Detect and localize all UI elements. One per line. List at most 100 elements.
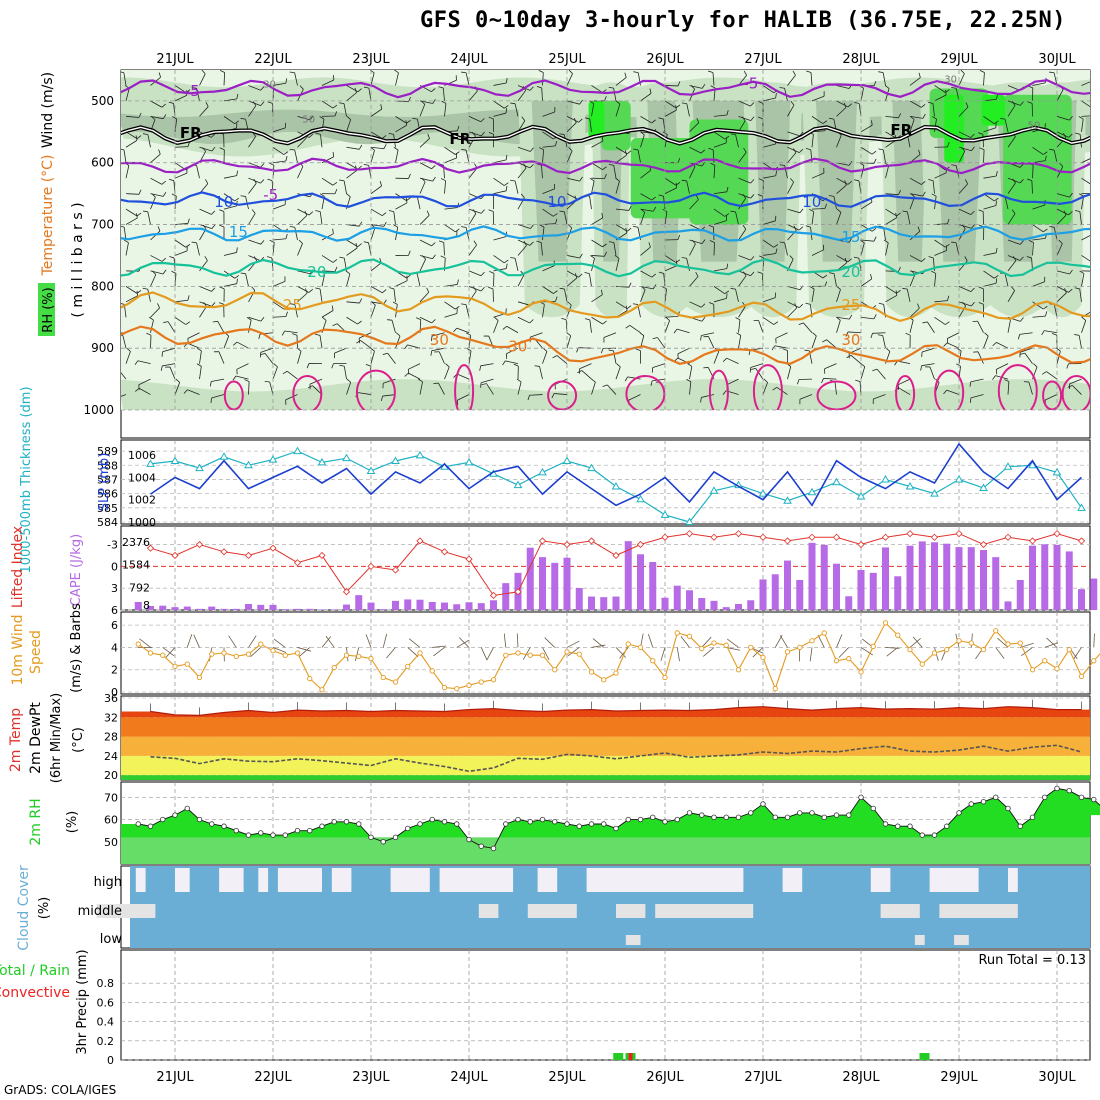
- wind-barb-flag: [112, 334, 113, 339]
- wind-barb-flag: [996, 94, 998, 100]
- wind-barb-flag: [440, 178, 446, 182]
- wind-barb-flag: [211, 210, 216, 215]
- wind-barb-flag: [308, 133, 314, 138]
- wind-barb-flag: [994, 197, 999, 202]
- wind-speed-point: [650, 658, 656, 664]
- wind-barb-flag: [431, 319, 436, 324]
- wind-speed-point: [233, 653, 239, 659]
- wind-barb-flag: [898, 266, 901, 272]
- wind-barb: [517, 274, 525, 287]
- wind-barb-flag: [380, 104, 383, 110]
- wind-barb: [591, 180, 595, 194]
- wind-barb: [272, 301, 285, 310]
- rh2m-point: [686, 810, 693, 816]
- thickness-point: [881, 474, 890, 483]
- wind-barb: [762, 97, 776, 102]
- wind-barb-flag: [168, 178, 174, 182]
- wind-barb-flag: [1041, 330, 1045, 336]
- wind-barb-flag: [505, 263, 508, 269]
- wind-barb: [909, 77, 921, 86]
- wind-barb-flag: [616, 363, 621, 368]
- wind-barb: [640, 169, 652, 179]
- cloud-clear-middle: [527, 904, 577, 918]
- cape-bar: [1065, 551, 1073, 610]
- y-tick-label: 588: [97, 459, 118, 472]
- wind-barb: [517, 167, 527, 179]
- wind-speed-point: [380, 674, 386, 681]
- wind-barb-flag: [591, 378, 596, 383]
- wind-barb: [983, 175, 997, 179]
- wind-barb-flag: [573, 117, 577, 123]
- thickness-point: [195, 463, 204, 472]
- wind-barb-flag: [895, 290, 898, 296]
- lifted-index-point: [979, 540, 988, 549]
- y-tick-label: 1002: [128, 494, 156, 507]
- wind-barb: [615, 77, 627, 86]
- rh2m-point: [748, 810, 754, 816]
- wind-barb: [199, 146, 213, 152]
- wind-barb-flag: [902, 210, 908, 213]
- wind-barb-flag: [798, 303, 804, 308]
- wind-speed-point: [576, 651, 582, 657]
- wind-barb-flag: [790, 100, 795, 106]
- cloud-clear-middle: [939, 904, 1018, 918]
- wind-barb: [395, 280, 408, 287]
- wind-barb-flag: [309, 115, 314, 121]
- wind-barb-flag: [431, 242, 436, 247]
- wind-barb: [996, 342, 1009, 349]
- wind-barb-flag: [162, 114, 167, 119]
- wind-barb-flag: [1051, 333, 1057, 336]
- wind-barb-flag: [211, 146, 216, 152]
- cape-bar: [563, 557, 571, 610]
- y-tick-label: 586: [97, 488, 118, 501]
- wind-barb-flag: [775, 248, 778, 254]
- y-tick-label: 6: [111, 619, 118, 632]
- wind-barb: [503, 633, 507, 648]
- wind-barb: [465, 304, 470, 318]
- wind-barb-flag: [461, 226, 467, 228]
- wind-barb: [346, 247, 358, 256]
- y-tick-label: 900: [91, 341, 114, 355]
- wind-barb: [787, 152, 797, 163]
- wind-barb: [664, 320, 670, 333]
- temperature-contour: [121, 291, 1090, 323]
- rh2m-point: [417, 821, 423, 827]
- wind-barb-flag: [812, 332, 817, 337]
- wind-barb: [762, 85, 774, 94]
- wind-barb: [860, 278, 872, 287]
- wind-barb: [150, 100, 163, 108]
- wind-barb-flag: [266, 256, 273, 259]
- wind-barb: [199, 208, 212, 215]
- wind-barb: [542, 286, 554, 294]
- rh-legend-swatch: [38, 283, 55, 336]
- wind-barb-flag: [822, 120, 828, 124]
- wind-barb-flag: [387, 319, 393, 321]
- wind-barb-flag: [480, 271, 485, 277]
- wind-barb: [591, 316, 603, 325]
- wind-barb-flag: [516, 378, 522, 383]
- cape-bar: [539, 557, 546, 610]
- wind-barb-flag: [978, 132, 984, 135]
- wind-barb: [727, 638, 739, 648]
- wind-barb-flag: [267, 101, 273, 104]
- wind-barb-flag: [438, 86, 444, 89]
- wind-barb-flag: [236, 278, 238, 284]
- wind-barb: [686, 180, 690, 194]
- wind-barb: [762, 175, 776, 179]
- thickness-point: [905, 482, 915, 490]
- wind-barb-flag: [427, 133, 430, 139]
- wind-barb-flag: [205, 102, 209, 107]
- wind-barb-flag: [658, 271, 664, 274]
- wind-barb-flag: [113, 369, 118, 370]
- wind-barb: [298, 647, 311, 657]
- wind-barb: [493, 320, 499, 333]
- wind-barb-flag: [529, 164, 534, 169]
- x-tick-label: 28JUL: [842, 52, 880, 67]
- wind-barb: [909, 274, 916, 287]
- wind-speed-point: [980, 647, 987, 653]
- wind-barb: [619, 647, 629, 659]
- wind-barb: [457, 394, 470, 401]
- y-tick-label: 2: [111, 664, 118, 677]
- wind-barb: [787, 131, 800, 137]
- wind-barb: [125, 351, 131, 364]
